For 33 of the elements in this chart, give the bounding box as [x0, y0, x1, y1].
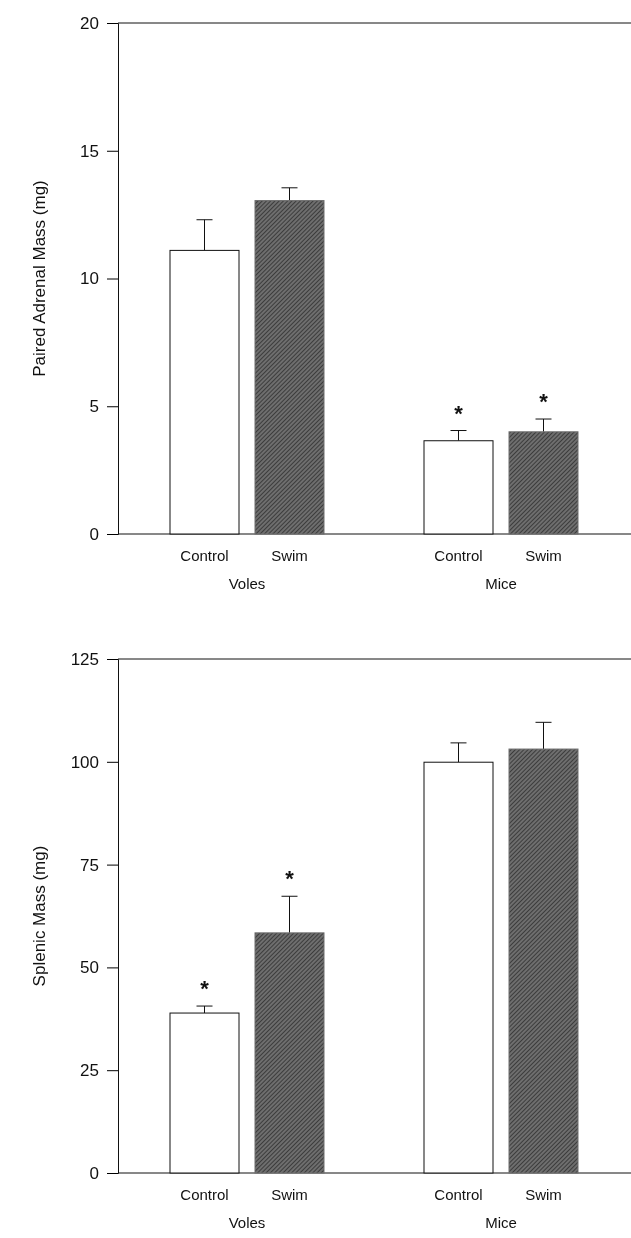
- bar: [508, 431, 579, 535]
- text: Control: [434, 1186, 483, 1203]
- y-tick-label: 75: [80, 855, 99, 875]
- y-tick-label: 25: [80, 1061, 99, 1081]
- x-tick-label: Voles: [228, 1214, 266, 1231]
- bar: [254, 932, 325, 1174]
- y-tick-label: 15: [80, 141, 99, 161]
- y-tick-label: 50: [80, 958, 99, 978]
- x-tick-label: Voles: [228, 575, 266, 592]
- series-label: Swim: [271, 547, 308, 564]
- data-label: *: [454, 400, 464, 426]
- x-tick-label: Mice: [485, 1214, 517, 1231]
- y-tick-label: 20: [80, 13, 99, 33]
- data-label: *: [285, 866, 295, 892]
- text: Swim: [525, 1186, 562, 1203]
- data-label: *: [200, 976, 210, 1002]
- y-tick-label: 0: [89, 1163, 99, 1183]
- series-label: Control: [180, 547, 229, 564]
- text: Control: [434, 547, 483, 564]
- x-tick-label: Mice: [485, 575, 517, 592]
- y-tick-label: 0: [89, 524, 99, 544]
- y-tick-label: 100: [70, 752, 99, 772]
- y-axis-title: Paired Adrenal Mass (mg): [30, 180, 49, 377]
- text: Swim: [525, 547, 562, 564]
- y-tick-label: 5: [89, 397, 99, 417]
- y-tick-label: 125: [70, 649, 99, 669]
- series-label: Swim: [271, 1186, 308, 1203]
- y-tick-label: 10: [80, 269, 99, 289]
- data-label: *: [539, 389, 549, 415]
- bar: [254, 200, 325, 535]
- series-label: Control: [180, 1186, 229, 1203]
- y-axis-title: Splenic Mass (mg): [30, 845, 49, 987]
- bar: [508, 748, 579, 1174]
